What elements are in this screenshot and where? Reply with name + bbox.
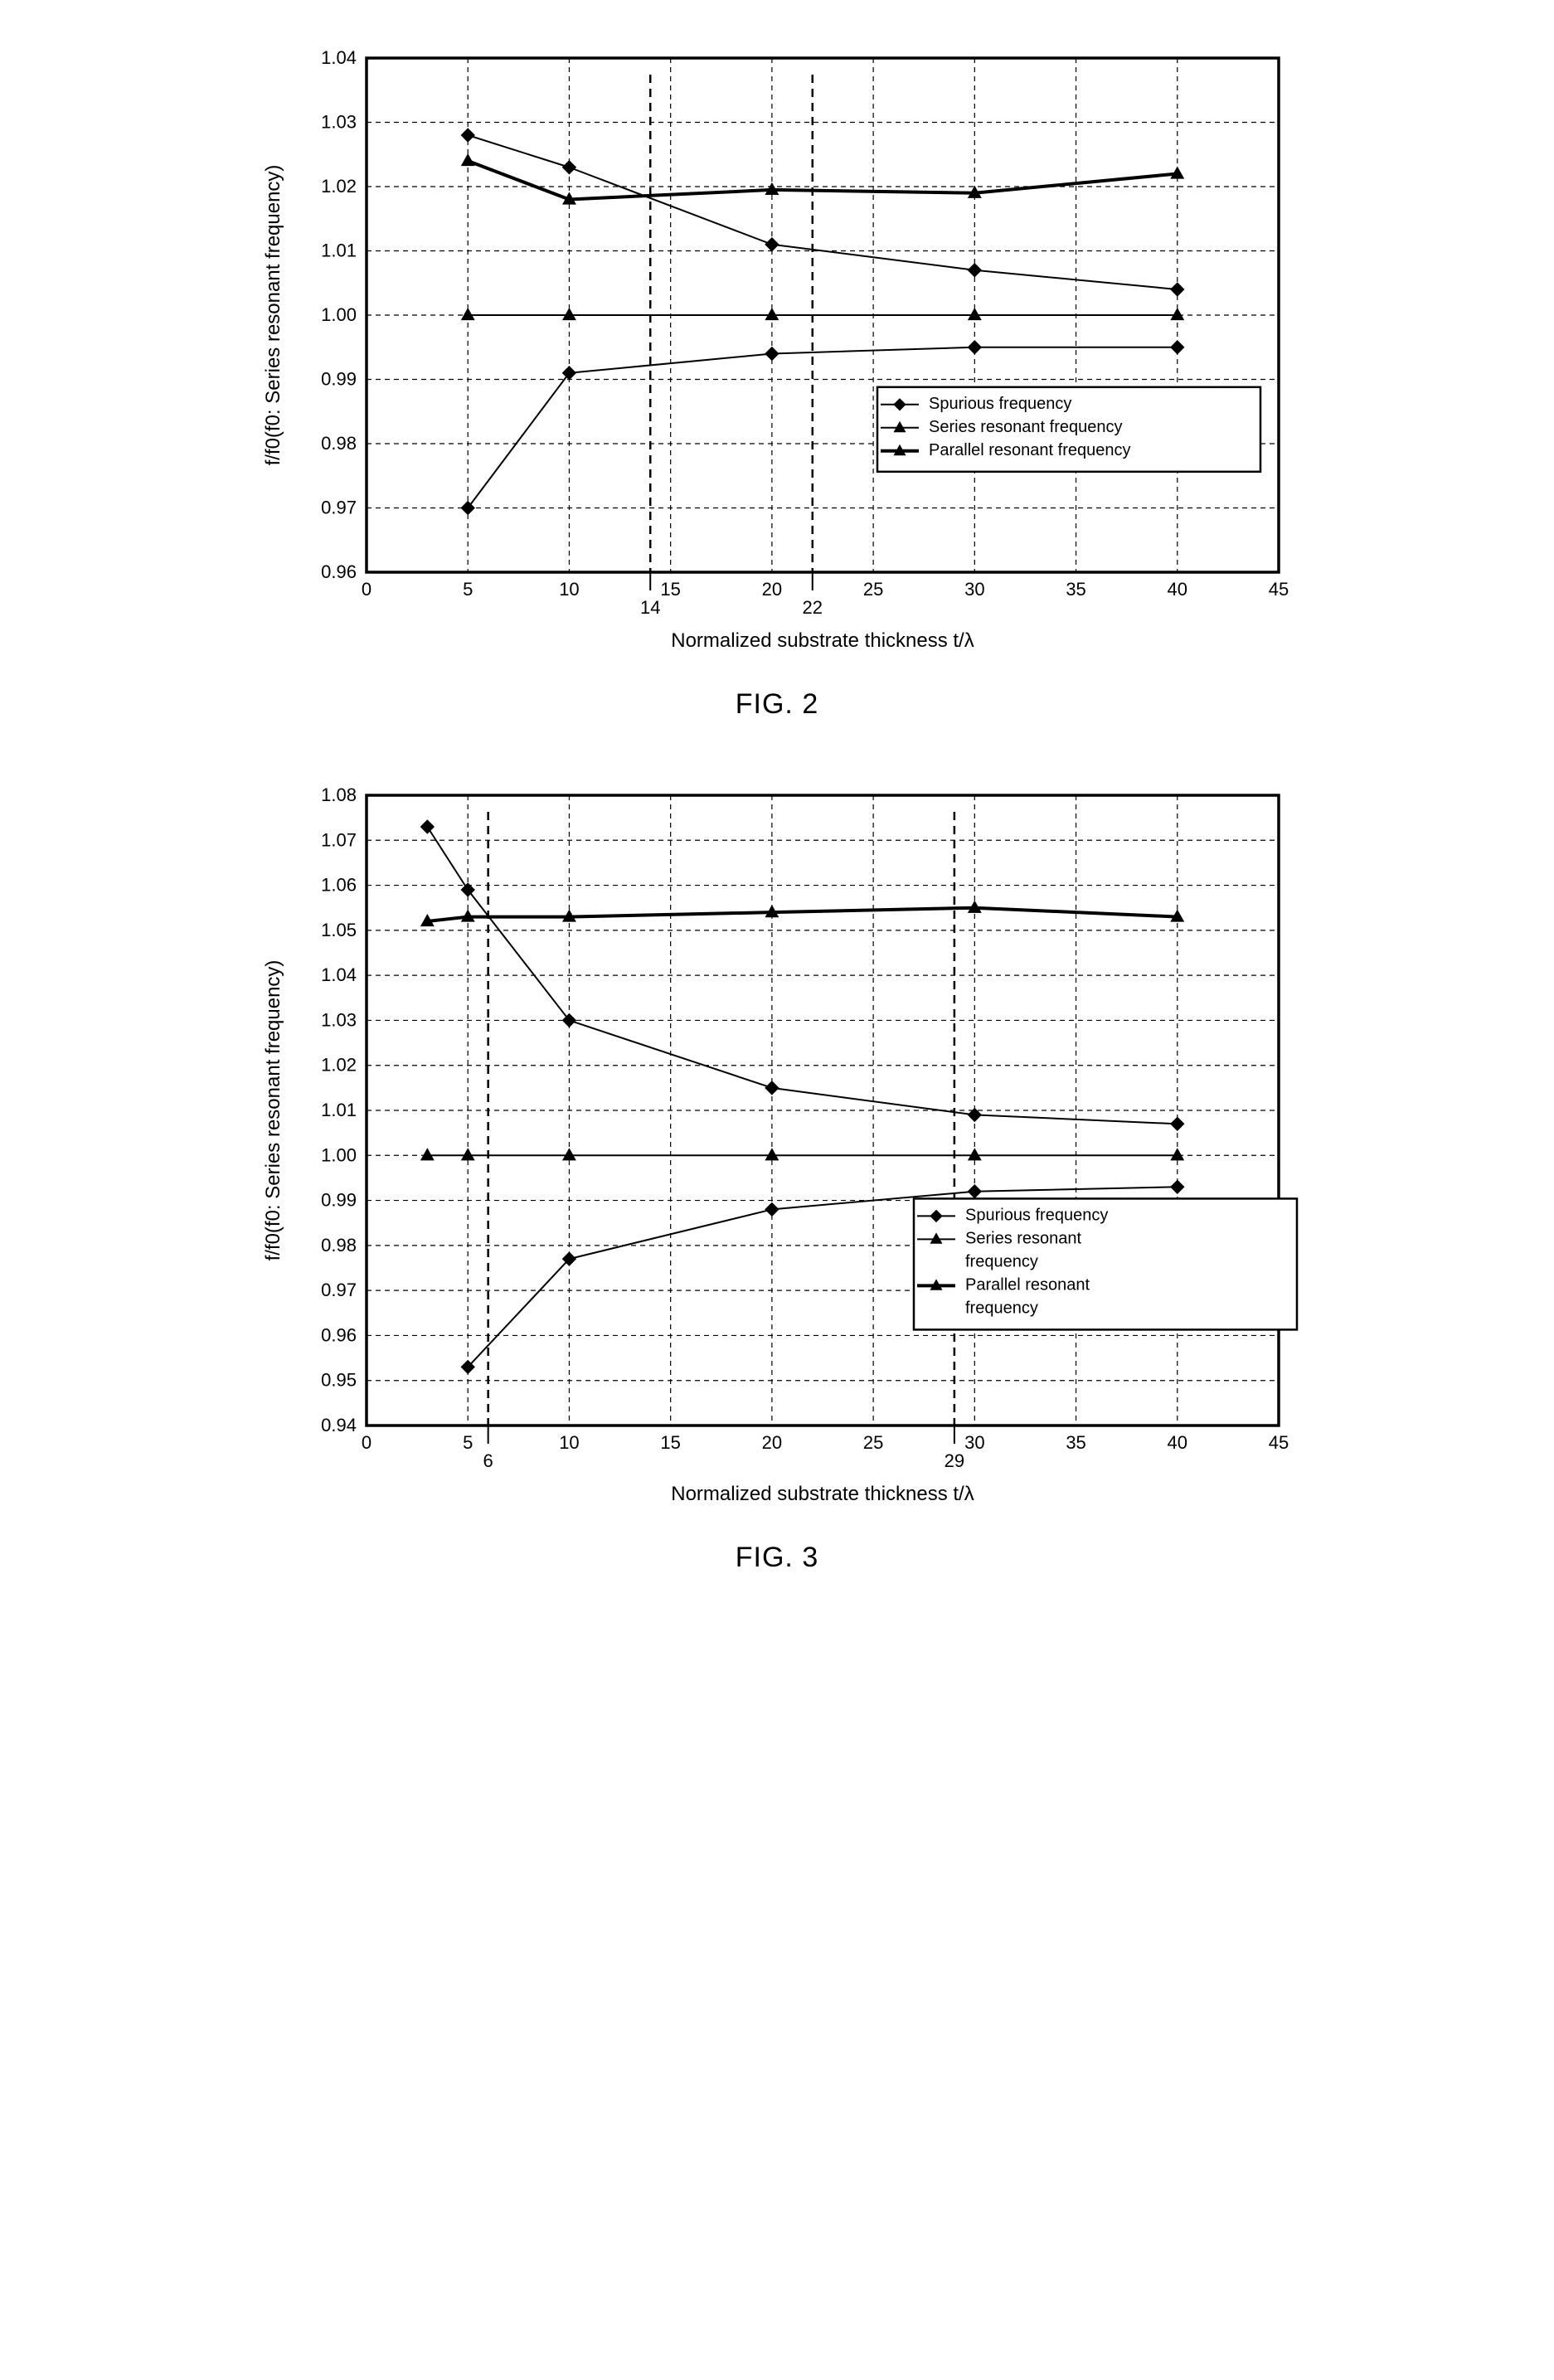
svg-text:0: 0 — [362, 1432, 372, 1453]
svg-text:0.97: 0.97 — [321, 1280, 357, 1300]
svg-text:0.98: 0.98 — [321, 433, 357, 454]
svg-text:f/f0(f0: Series resonant frequ: f/f0(f0: Series resonant frequency) — [262, 960, 284, 1261]
svg-text:Parallel resonant: Parallel resonant — [965, 1275, 1090, 1294]
svg-text:frequency: frequency — [965, 1299, 1038, 1317]
svg-text:15: 15 — [660, 579, 680, 600]
svg-text:Normalized substrate thickness: Normalized substrate thickness t/λ — [671, 1483, 974, 1505]
svg-text:20: 20 — [762, 1432, 782, 1453]
svg-text:30: 30 — [964, 1432, 984, 1453]
svg-text:1.03: 1.03 — [321, 112, 357, 133]
svg-text:1.01: 1.01 — [321, 240, 357, 261]
svg-text:1.01: 1.01 — [321, 1100, 357, 1120]
svg-text:0.95: 0.95 — [321, 1370, 357, 1391]
svg-text:0.96: 0.96 — [321, 561, 357, 582]
svg-text:0.99: 0.99 — [321, 1190, 357, 1211]
svg-text:0: 0 — [362, 579, 372, 600]
svg-text:25: 25 — [863, 1432, 883, 1453]
svg-text:1.08: 1.08 — [321, 784, 357, 805]
svg-text:Series resonant: Series resonant — [965, 1229, 1082, 1247]
svg-text:14: 14 — [640, 597, 660, 618]
svg-text:1.00: 1.00 — [321, 304, 357, 325]
svg-text:10: 10 — [559, 1432, 579, 1453]
svg-text:10: 10 — [559, 579, 579, 600]
svg-text:1.07: 1.07 — [321, 829, 357, 850]
svg-text:20: 20 — [762, 579, 782, 600]
svg-text:25: 25 — [863, 579, 883, 600]
svg-text:1.04: 1.04 — [321, 964, 357, 985]
svg-text:Parallel resonant frequency: Parallel resonant frequency — [929, 441, 1130, 459]
svg-text:22: 22 — [803, 597, 823, 618]
svg-text:6: 6 — [483, 1450, 493, 1471]
svg-text:f/f0(f0: Series resonant frequ: f/f0(f0: Series resonant frequency) — [262, 165, 284, 466]
svg-text:1.05: 1.05 — [321, 920, 357, 940]
svg-text:30: 30 — [964, 579, 984, 600]
svg-text:1.03: 1.03 — [321, 1009, 357, 1030]
svg-text:35: 35 — [1066, 579, 1085, 600]
svg-text:1.02: 1.02 — [321, 176, 357, 197]
svg-text:0.98: 0.98 — [321, 1235, 357, 1256]
svg-text:35: 35 — [1066, 1432, 1085, 1453]
svg-text:45: 45 — [1269, 1432, 1289, 1453]
figure-3-caption: FIG. 3 — [736, 1542, 818, 1574]
svg-text:Normalized substrate thickness: Normalized substrate thickness t/λ — [671, 629, 974, 652]
chart-fig3: 6 29 0 5 10 15 20 25 30 35 40 45 0.94 0.95 0.96 0.97 0.9… — [242, 770, 1312, 1525]
svg-text:0.94: 0.94 — [321, 1415, 357, 1435]
svg-text:0.96: 0.96 — [321, 1324, 357, 1345]
svg-text:40: 40 — [1168, 579, 1187, 600]
svg-text:40: 40 — [1168, 1432, 1187, 1453]
svg-text:1.04: 1.04 — [321, 47, 357, 68]
svg-text:frequency: frequency — [965, 1252, 1038, 1270]
svg-text:0.99: 0.99 — [321, 369, 357, 390]
svg-text:1.06: 1.06 — [321, 875, 357, 896]
figure-2-caption: FIG. 2 — [736, 688, 818, 721]
svg-text:15: 15 — [660, 1432, 680, 1453]
figure-2-block: 14 22 0 5 10 15 20 25 30 35 40 45 0.96 0.97 0.98 0.99 1.… — [242, 33, 1312, 721]
svg-text:29: 29 — [945, 1450, 964, 1471]
svg-text:5: 5 — [463, 1432, 473, 1453]
svg-text:Spurious frequency: Spurious frequency — [929, 395, 1071, 413]
svg-text:1.02: 1.02 — [321, 1055, 357, 1076]
svg-text:1.00: 1.00 — [321, 1144, 357, 1165]
svg-text:Series resonant frequency: Series resonant frequency — [929, 418, 1122, 436]
svg-text:5: 5 — [463, 579, 473, 600]
chart-fig2: 14 22 0 5 10 15 20 25 30 35 40 45 0.96 0.97 0.98 0.99 1.… — [242, 33, 1312, 672]
svg-text:Spurious frequency: Spurious frequency — [965, 1206, 1108, 1224]
svg-text:0.97: 0.97 — [321, 498, 357, 518]
figure-3-block: 6 29 0 5 10 15 20 25 30 35 40 45 0.94 0.95 0.96 0.97 0.9… — [242, 770, 1312, 1574]
svg-text:45: 45 — [1269, 579, 1289, 600]
